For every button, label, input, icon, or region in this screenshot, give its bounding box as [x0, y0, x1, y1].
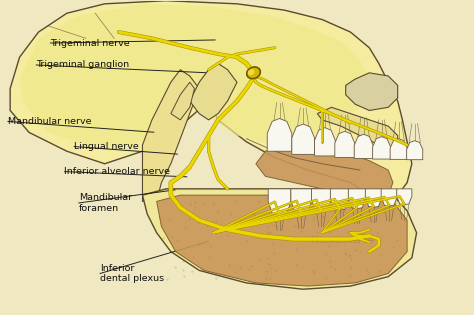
Polygon shape [311, 189, 331, 212]
Polygon shape [256, 145, 393, 201]
Polygon shape [315, 128, 335, 156]
Text: Mandibular nerve: Mandibular nerve [8, 117, 91, 126]
Polygon shape [143, 70, 199, 201]
Polygon shape [268, 189, 291, 216]
Text: Mandibular
foramen: Mandibular foramen [79, 193, 132, 213]
Text: Trigeminal ganglion: Trigeminal ganglion [36, 60, 129, 70]
Polygon shape [365, 189, 382, 207]
Polygon shape [381, 189, 397, 206]
Text: Inferior alveolar nerve: Inferior alveolar nerve [64, 167, 171, 176]
Polygon shape [267, 118, 292, 151]
Polygon shape [346, 73, 398, 111]
Polygon shape [407, 141, 423, 160]
Polygon shape [318, 107, 398, 151]
Polygon shape [10, 1, 412, 211]
Polygon shape [348, 189, 366, 209]
Polygon shape [390, 139, 407, 159]
Text: Inferior
dental plexus: Inferior dental plexus [100, 264, 164, 283]
Ellipse shape [248, 69, 255, 75]
Ellipse shape [247, 67, 260, 79]
Text: Lingual nerve: Lingual nerve [74, 142, 139, 151]
Polygon shape [354, 134, 373, 158]
Text: Mental nerve: Mental nerve [311, 236, 374, 245]
Polygon shape [171, 82, 194, 120]
Polygon shape [397, 189, 412, 205]
Polygon shape [291, 189, 312, 214]
Polygon shape [156, 195, 407, 286]
Polygon shape [19, 4, 369, 145]
Polygon shape [143, 189, 417, 289]
Polygon shape [335, 131, 355, 158]
Polygon shape [373, 137, 391, 159]
Polygon shape [292, 124, 315, 154]
Text: Trigeminal nerve: Trigeminal nerve [50, 38, 130, 48]
Polygon shape [190, 63, 237, 120]
Polygon shape [330, 189, 349, 210]
